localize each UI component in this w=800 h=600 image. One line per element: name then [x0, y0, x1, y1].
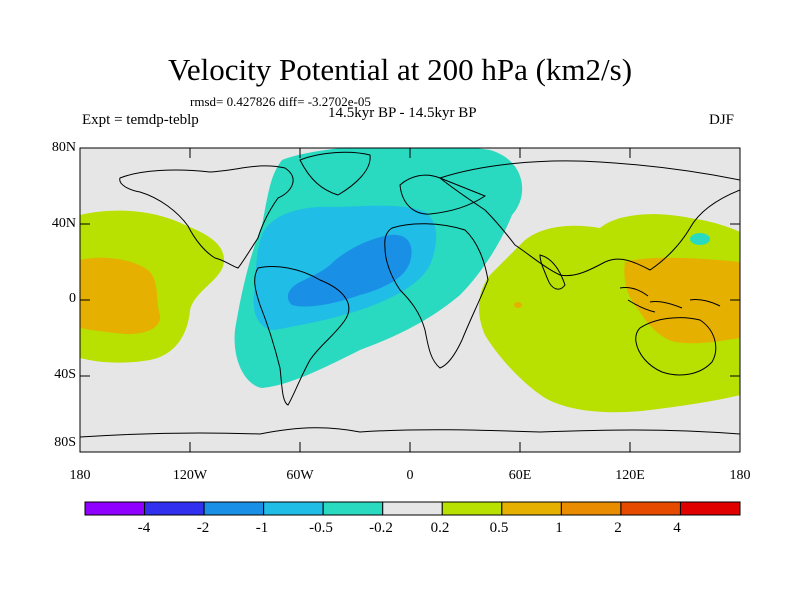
x-label-0: 0 — [406, 468, 414, 483]
colorbar-swatch — [560, 501, 622, 516]
colorbar-label: -1 — [255, 520, 269, 536]
colorbar-label: 4 — [673, 520, 681, 536]
coast-antarctica — [80, 427, 740, 438]
x-label-180e: 180 — [729, 468, 751, 483]
x-label-60w: 60W — [286, 468, 314, 483]
y-label-40s: 40S — [54, 367, 76, 382]
colorbar-swatch — [441, 501, 503, 516]
colorbar-label: -0.5 — [309, 520, 333, 536]
colorbar-label: 0.5 — [489, 520, 509, 536]
x-ticks — [79, 148, 741, 452]
colorbar — [84, 501, 741, 516]
x-label-60e: 60E — [508, 468, 532, 483]
x-label-180w: 180 — [69, 468, 91, 483]
colorbar-label: -2 — [196, 520, 210, 536]
colorbar-swatch — [322, 501, 384, 516]
contour-fields — [80, 148, 740, 413]
y-label-0: 0 — [69, 291, 76, 306]
colorbar-swatch — [203, 501, 265, 516]
coastlines — [80, 151, 740, 438]
coast-india — [539, 254, 566, 290]
colorbar-label: 0.2 — [430, 520, 450, 536]
coast-eurasia — [438, 160, 740, 277]
y-ticks — [80, 147, 740, 453]
coast-australia — [635, 317, 717, 376]
contour-neg-1 — [287, 234, 412, 307]
colorbar-swatch — [144, 501, 205, 516]
coast-indonesia — [619, 287, 721, 313]
season-label: DJF — [709, 112, 735, 128]
map-title: Velocity Potential at 200 hPa (km2/s) — [167, 52, 633, 87]
colorbar-swatch — [84, 501, 146, 516]
colorbar-label: 2 — [614, 520, 622, 536]
y-label-40n: 40N — [51, 216, 76, 231]
contour-pos-0-5-small-patch — [514, 302, 522, 308]
coast-north-america — [119, 165, 294, 269]
colorbar-swatch — [382, 501, 443, 516]
colorbar-swatch — [620, 501, 681, 516]
contour-pos-0-5-east-pacific — [80, 257, 161, 335]
coast-europe — [399, 174, 487, 215]
colorbar-swatch — [501, 501, 562, 516]
coast-africa — [384, 223, 489, 369]
colorbar-swatch — [263, 501, 324, 516]
contour-neg-0-2-nw-pacific — [690, 233, 710, 245]
x-label-120e: 120E — [615, 468, 645, 483]
coast-south-america — [254, 266, 350, 406]
period-label: 14.5kyr BP - 14.5kyr BP — [328, 105, 477, 121]
y-label-80s: 80S — [54, 435, 76, 450]
coast-greenland — [299, 151, 371, 196]
y-label-80n: 80N — [51, 140, 76, 155]
colorbar-swatch — [679, 501, 741, 516]
experiment-label: Expt = temdp-teblp — [82, 112, 199, 128]
colorbar-label: -4 — [137, 520, 151, 536]
x-label-120w: 120W — [172, 468, 208, 483]
colorbar-label: 1 — [555, 520, 563, 536]
colorbar-label: -0.2 — [369, 520, 393, 536]
stats-label: rmsd= 0.427826 diff= -3.2702e-05 — [190, 94, 371, 109]
